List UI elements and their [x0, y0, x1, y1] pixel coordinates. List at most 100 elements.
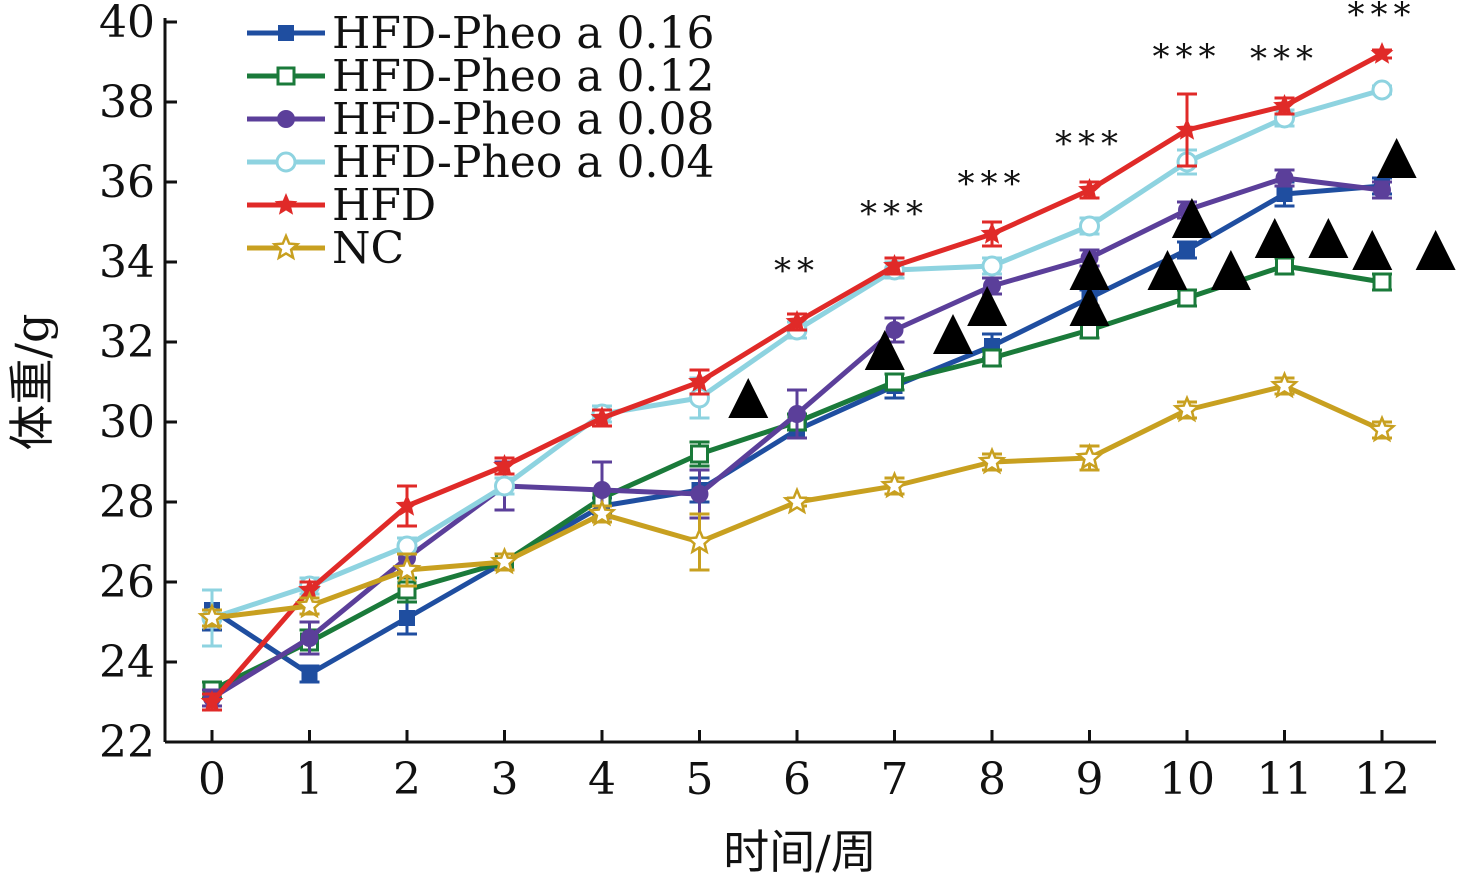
- data-point: [690, 485, 709, 503]
- legend-item: HFD-Pheo a 0.08: [247, 94, 715, 145]
- data-point: [981, 255, 1003, 277]
- data-point: [1177, 288, 1197, 308]
- triangle-marker: [1069, 250, 1110, 290]
- annotations-layer: ************** ******: [728, 0, 1456, 418]
- data-point: [688, 370, 711, 392]
- data-point: [1275, 169, 1294, 187]
- x-axis-title: 时间/周: [723, 825, 877, 879]
- data-point: [494, 475, 515, 497]
- y-tick-label: 32: [99, 317, 155, 368]
- data-point: [1273, 94, 1296, 116]
- legend-item: HFD: [247, 180, 436, 231]
- data-point: [295, 590, 324, 619]
- data-point: [1373, 181, 1391, 199]
- data-point: [982, 348, 1002, 368]
- y-tick-label: 34: [99, 237, 155, 288]
- significance-label: ***: [958, 164, 1027, 204]
- data-point: [298, 578, 321, 600]
- data-point: [1270, 370, 1299, 399]
- significance-label: **: [774, 251, 820, 291]
- triangle-marker: [967, 286, 1008, 326]
- legend-label: HFD-Pheo a 0.16: [332, 8, 715, 59]
- x-tick-label: 5: [686, 754, 714, 805]
- series-5: [197, 370, 1397, 631]
- triangle-marker: [1147, 250, 1188, 290]
- data-point: [1276, 186, 1293, 202]
- data-point: [395, 494, 419, 516]
- data-point: [1372, 272, 1392, 292]
- data-point: [493, 454, 516, 476]
- significance-label: ***: [1055, 124, 1124, 164]
- series-4: [200, 42, 1394, 712]
- data-point: [690, 444, 709, 464]
- legend-item: HFD-Pheo a 0.04: [247, 137, 715, 188]
- triangle-marker: [933, 314, 973, 354]
- significance-label: ***: [1348, 0, 1417, 35]
- x-tick-label: 9: [1076, 754, 1104, 805]
- triangle-marker: [1308, 218, 1349, 258]
- x-tick-label: 8: [978, 754, 1006, 805]
- legend-marker: [274, 193, 298, 215]
- data-point: [685, 526, 714, 555]
- legend-marker: [277, 110, 295, 128]
- data-point: [880, 470, 909, 499]
- data-point: [587, 498, 617, 527]
- x-tick-label: 3: [491, 754, 519, 805]
- data-point: [1275, 256, 1294, 276]
- data-point: [396, 535, 418, 557]
- data-point: [1367, 414, 1397, 443]
- significance-label: ***: [1153, 37, 1222, 77]
- x-tick-label: 11: [1257, 754, 1313, 805]
- y-tick-label: 22: [99, 717, 155, 768]
- triangle-marker: [864, 330, 905, 370]
- data-point: [1075, 442, 1104, 471]
- legend-item: HFD-Pheo a 0.12: [247, 51, 715, 102]
- triangle-marker: [728, 378, 769, 418]
- y-tick-label: 24: [99, 637, 155, 688]
- data-point: [490, 546, 519, 575]
- triangle-marker: [1069, 286, 1110, 326]
- data-point: [977, 446, 1007, 475]
- legend-marker: [271, 232, 301, 261]
- triangle-marker: [1210, 250, 1251, 290]
- legend-label: HFD-Pheo a 0.12: [332, 51, 715, 102]
- data-point: [1371, 79, 1393, 101]
- data-point: [200, 690, 224, 712]
- data-point: [782, 486, 812, 515]
- data-point: [1078, 178, 1101, 200]
- y-tick-label: 40: [99, 0, 155, 48]
- legend-item: HFD-Pheo a 0.16: [247, 8, 715, 59]
- x-tick-label: 0: [198, 754, 226, 805]
- data-point: [1370, 42, 1394, 64]
- y-tick-label: 38: [99, 77, 155, 128]
- data-point: [785, 310, 809, 332]
- legend-item: NC: [247, 223, 404, 274]
- series-layer: [197, 42, 1397, 712]
- data-point: [197, 602, 227, 631]
- triangle-marker: [1254, 218, 1295, 258]
- x-tick-label: 4: [588, 754, 616, 805]
- data-point: [399, 610, 415, 626]
- x-tick-label: 6: [783, 754, 811, 805]
- data-point: [593, 481, 611, 499]
- data-point: [788, 405, 806, 423]
- y-tick-label: 30: [99, 397, 155, 448]
- data-point: [1175, 118, 1199, 140]
- y-tick-label: 28: [99, 477, 155, 528]
- data-point: [392, 554, 422, 583]
- y-tick-label: 26: [99, 557, 155, 608]
- data-point: [1179, 242, 1195, 258]
- data-point: [590, 406, 614, 428]
- legend-marker: [278, 25, 294, 41]
- data-point: [300, 629, 319, 647]
- y-axis-title: 体重/g: [5, 314, 59, 451]
- data-point: [885, 372, 904, 392]
- data-point: [885, 321, 904, 339]
- x-tick-label: 7: [881, 754, 909, 805]
- x-tick-label: 2: [393, 754, 421, 805]
- significance-label: ***: [860, 194, 929, 234]
- data-point: [1079, 215, 1100, 237]
